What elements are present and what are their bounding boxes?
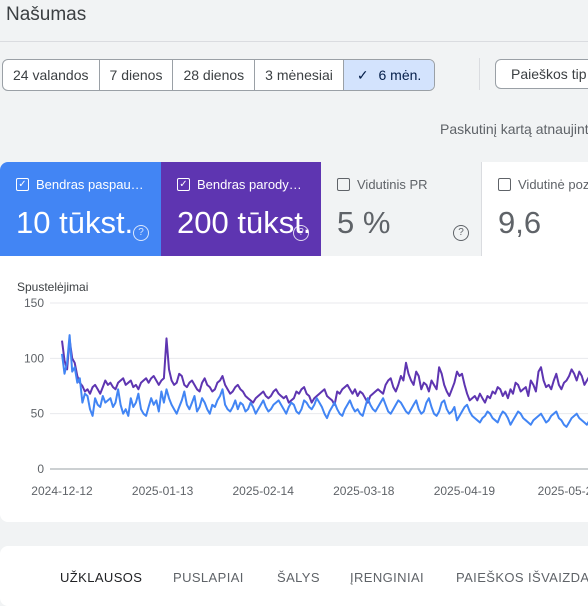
metric-value: 10 tūkst. (16, 205, 134, 240)
metric-total-impressions[interactable]: ✓ Bendras parody… 200 tūkst. ? (161, 162, 321, 256)
y-tick-label: 0 (37, 462, 44, 476)
date-range-28d[interactable]: 28 dienos (173, 60, 256, 90)
metric-value: 5 % (337, 205, 391, 240)
date-range-3m[interactable]: 3 mėnesiai (255, 60, 344, 90)
y-tick-label: 100 (24, 351, 44, 365)
y-axis-label: Spustelėjimai (17, 280, 88, 294)
date-range-6m-label: 6 mėn. (378, 67, 422, 83)
metric-label: Vidutinis PR (357, 177, 428, 192)
x-tick-label: 2025-03-18 (333, 484, 395, 498)
header-divider (0, 41, 588, 42)
y-tick-label: 50 (31, 407, 45, 421)
tab-queries[interactable]: UŽKLAUSOS (60, 570, 143, 585)
checkbox-unchecked-icon[interactable] (337, 178, 350, 191)
checkbox-unchecked-icon[interactable] (498, 178, 511, 191)
dimension-tabs: UŽKLAUSOS PUSLAPIAI ŠALYS ĮRENGINIAI PAI… (0, 546, 588, 606)
search-type-button[interactable]: Paieškos tip (495, 59, 588, 89)
series-impressions-line (61, 337, 588, 406)
tab-pages[interactable]: PUSLAPIAI (173, 570, 244, 585)
x-tick-label: 2025-04-19 (434, 484, 496, 498)
x-tick-label: 2025-05-2 (538, 484, 588, 498)
date-range-selector: 24 valandos 7 dienos 28 dienos 3 mėnesia… (2, 59, 436, 91)
series-clicks-line (61, 334, 588, 428)
metric-label: Vidutinė poz (518, 177, 588, 192)
date-range-6m[interactable]: ✓ 6 mėn. (343, 60, 435, 90)
page-title: Našumas (6, 4, 87, 25)
performance-card: ✓ Bendras paspau… 10 tūkst. ? ✓ Bendras pa… (0, 162, 588, 522)
metric-value: 200 tūkst. (177, 205, 312, 240)
check-icon: ✓ (356, 67, 369, 83)
metric-average-ctr[interactable]: Vidutinis PR 5 % ? (321, 162, 481, 256)
date-range-7d[interactable]: 7 dienos (100, 60, 174, 90)
metric-total-clicks[interactable]: ✓ Bendras paspau… 10 tūkst. ? (0, 162, 161, 256)
checkbox-checked-icon[interactable]: ✓ (16, 178, 29, 191)
toolbar-separator (479, 58, 480, 90)
x-tick-label: 2025-01-13 (132, 484, 194, 498)
metric-label: Bendras paspau… (36, 177, 144, 192)
y-tick-label: 150 (24, 296, 44, 310)
x-tick-label: 2025-02-14 (233, 484, 295, 498)
metric-label: Bendras parody… (197, 177, 302, 192)
tab-countries[interactable]: ŠALYS (277, 570, 320, 585)
metric-average-position[interactable]: Vidutinė poz 9,6 (481, 162, 588, 256)
tab-search-appearance[interactable]: PAIEŠKOS IŠVAIZDA (456, 570, 588, 585)
metric-value: 9,6 (498, 205, 542, 240)
x-tick-label: 2024-12-12 (31, 484, 93, 498)
clicks-impressions-chart[interactable]: Spustelėjimai 0 50 100 150 2024-12-12 2025-01-… (0, 256, 588, 506)
checkbox-checked-icon[interactable]: ✓ (177, 178, 190, 191)
help-icon[interactable]: ? (133, 225, 149, 241)
date-range-24h[interactable]: 24 valandos (3, 60, 100, 90)
tab-devices[interactable]: ĮRENGINIAI (350, 570, 425, 585)
help-icon[interactable]: ? (293, 225, 309, 241)
help-icon[interactable]: ? (453, 225, 469, 241)
last-updated-text: Paskutinį kartą atnaujinta (440, 121, 588, 137)
